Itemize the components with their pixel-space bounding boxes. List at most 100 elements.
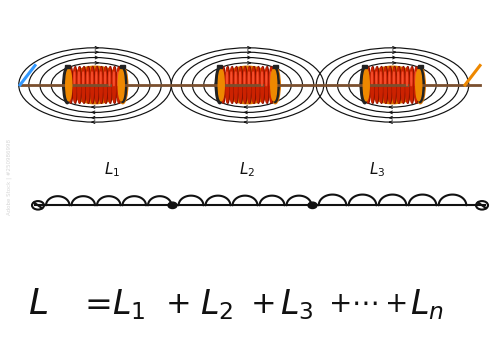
Ellipse shape (384, 72, 386, 86)
Ellipse shape (266, 72, 267, 86)
Ellipse shape (87, 72, 88, 86)
Ellipse shape (108, 68, 111, 102)
Ellipse shape (411, 72, 412, 86)
Ellipse shape (410, 68, 413, 102)
Ellipse shape (82, 72, 84, 86)
Text: $L_3$: $L_3$ (370, 160, 386, 179)
Bar (273, 65, 278, 68)
Text: $L$: $L$ (28, 287, 48, 321)
Ellipse shape (230, 68, 233, 102)
Ellipse shape (388, 67, 392, 103)
Ellipse shape (226, 67, 230, 103)
Ellipse shape (244, 67, 248, 103)
Ellipse shape (74, 67, 78, 103)
Ellipse shape (366, 67, 370, 103)
Ellipse shape (402, 68, 404, 102)
Ellipse shape (239, 67, 243, 103)
Ellipse shape (104, 68, 106, 102)
Ellipse shape (231, 72, 232, 86)
Ellipse shape (95, 67, 99, 103)
Ellipse shape (265, 68, 268, 102)
Text: $+$: $+$ (165, 289, 190, 320)
Ellipse shape (91, 68, 94, 102)
Ellipse shape (375, 67, 379, 103)
Ellipse shape (109, 72, 110, 86)
Ellipse shape (406, 68, 408, 102)
Ellipse shape (367, 72, 368, 86)
Ellipse shape (261, 68, 264, 102)
Ellipse shape (248, 68, 250, 102)
Ellipse shape (112, 67, 116, 103)
Ellipse shape (82, 68, 84, 102)
Ellipse shape (256, 67, 260, 103)
Ellipse shape (414, 68, 417, 102)
Bar (362, 65, 367, 68)
Ellipse shape (380, 68, 382, 102)
Bar (217, 65, 222, 68)
Ellipse shape (270, 72, 271, 86)
Ellipse shape (415, 72, 416, 86)
Ellipse shape (100, 72, 101, 86)
Ellipse shape (104, 67, 108, 103)
Ellipse shape (226, 68, 228, 102)
Ellipse shape (270, 66, 280, 104)
Ellipse shape (414, 67, 418, 103)
Ellipse shape (78, 67, 82, 103)
Ellipse shape (118, 69, 124, 101)
Ellipse shape (375, 68, 378, 102)
Text: $L_n$: $L_n$ (410, 287, 444, 322)
Ellipse shape (222, 72, 223, 86)
Ellipse shape (371, 67, 375, 103)
Text: Adobe Stock | #250986998: Adobe Stock | #250986998 (6, 139, 12, 215)
Ellipse shape (252, 72, 254, 86)
Ellipse shape (108, 67, 112, 103)
Ellipse shape (252, 68, 254, 102)
Ellipse shape (416, 69, 422, 101)
Ellipse shape (384, 67, 388, 103)
Ellipse shape (402, 72, 403, 86)
Ellipse shape (69, 67, 73, 103)
Ellipse shape (235, 72, 236, 86)
Ellipse shape (119, 68, 127, 102)
Ellipse shape (220, 66, 275, 104)
Ellipse shape (112, 68, 116, 102)
Text: $+\cdots+$: $+\cdots+$ (328, 291, 406, 318)
Ellipse shape (74, 72, 75, 86)
Bar (418, 65, 423, 68)
Ellipse shape (230, 67, 234, 103)
Ellipse shape (406, 67, 410, 103)
Ellipse shape (118, 66, 128, 104)
Text: $L_1$: $L_1$ (112, 287, 146, 322)
Ellipse shape (384, 68, 386, 102)
Ellipse shape (406, 72, 408, 86)
Ellipse shape (416, 68, 424, 102)
Ellipse shape (248, 72, 250, 86)
Text: $+$: $+$ (250, 289, 274, 320)
Ellipse shape (397, 67, 401, 103)
Ellipse shape (63, 66, 72, 104)
Text: $L_3$: $L_3$ (280, 287, 314, 322)
Ellipse shape (96, 72, 97, 86)
Ellipse shape (410, 67, 414, 103)
Ellipse shape (95, 68, 98, 102)
Ellipse shape (402, 67, 406, 103)
Ellipse shape (371, 68, 374, 102)
Ellipse shape (392, 67, 396, 103)
Ellipse shape (376, 72, 377, 86)
Ellipse shape (380, 67, 384, 103)
Ellipse shape (91, 67, 95, 103)
Ellipse shape (244, 68, 246, 102)
Ellipse shape (248, 67, 252, 103)
Ellipse shape (363, 69, 369, 101)
Ellipse shape (104, 72, 106, 86)
Ellipse shape (215, 66, 224, 104)
Ellipse shape (69, 68, 71, 102)
Ellipse shape (252, 67, 256, 103)
Ellipse shape (388, 68, 391, 102)
Ellipse shape (222, 67, 226, 103)
Ellipse shape (234, 67, 238, 103)
Bar (120, 65, 125, 68)
Ellipse shape (261, 67, 265, 103)
Ellipse shape (117, 68, 119, 102)
Ellipse shape (222, 68, 224, 102)
